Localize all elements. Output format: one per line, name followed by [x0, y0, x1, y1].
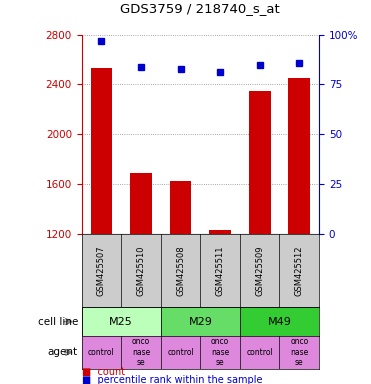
Text: GSM425509: GSM425509 — [255, 245, 264, 296]
Text: GDS3759 / 218740_s_at: GDS3759 / 218740_s_at — [121, 2, 280, 15]
Bar — [82, 307, 161, 336]
Bar — [240, 307, 319, 336]
Text: ■  percentile rank within the sample: ■ percentile rank within the sample — [82, 375, 262, 384]
Text: control: control — [167, 348, 194, 357]
Text: control: control — [88, 348, 115, 357]
Text: agent: agent — [48, 347, 78, 358]
Bar — [161, 307, 240, 336]
Bar — [170, 180, 191, 234]
Text: onco
nase
se: onco nase se — [132, 338, 150, 367]
Bar — [130, 173, 152, 234]
Bar — [288, 78, 310, 234]
Text: ■  count: ■ count — [82, 367, 125, 377]
Text: control: control — [246, 348, 273, 357]
Bar — [209, 230, 231, 234]
Text: M25: M25 — [109, 316, 133, 327]
Text: cell line: cell line — [37, 316, 78, 327]
Text: GSM425511: GSM425511 — [216, 245, 224, 296]
Text: M49: M49 — [267, 316, 292, 327]
Text: onco
nase
se: onco nase se — [211, 338, 229, 367]
Text: onco
nase
se: onco nase se — [290, 338, 308, 367]
Text: GSM425508: GSM425508 — [176, 245, 185, 296]
Text: M29: M29 — [188, 316, 212, 327]
Text: GSM425507: GSM425507 — [97, 245, 106, 296]
Text: GSM425510: GSM425510 — [137, 245, 145, 296]
Text: GSM425512: GSM425512 — [295, 245, 304, 296]
Bar — [249, 91, 270, 234]
Bar — [91, 68, 112, 234]
